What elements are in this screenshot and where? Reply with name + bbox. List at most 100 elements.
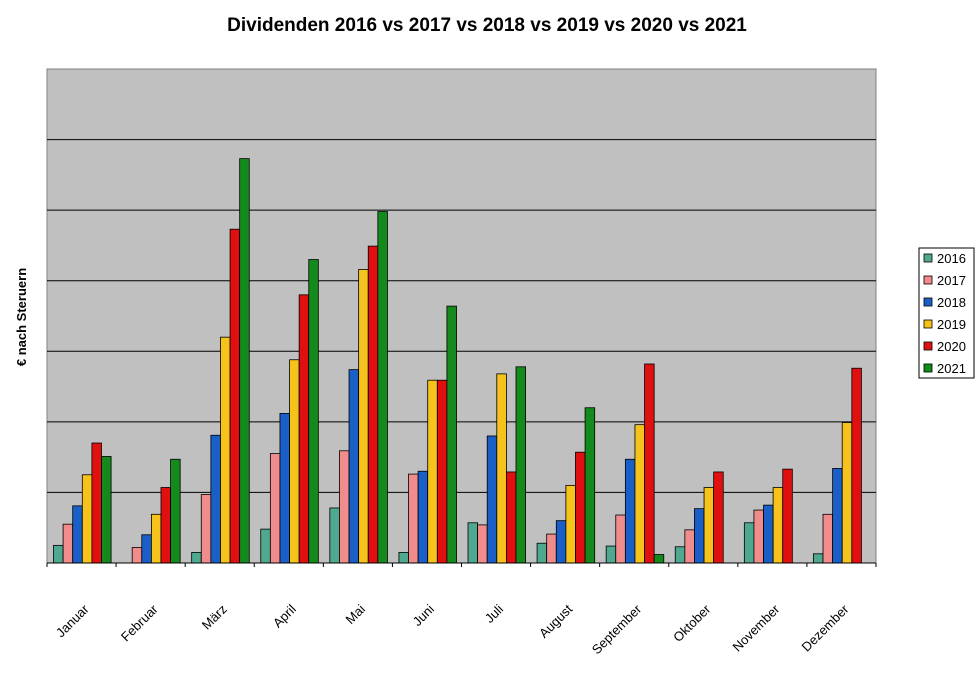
bar-Juli-2021 xyxy=(515,366,527,564)
bar-November-2020 xyxy=(782,468,793,564)
bar-Dezember-2019 xyxy=(841,422,853,564)
bar-Oktober-2017 xyxy=(684,529,695,564)
bar-Januar-2017 xyxy=(62,523,74,564)
bar-August-2020 xyxy=(575,451,586,564)
bar-März-2018 xyxy=(210,434,221,564)
bar-August-2018 xyxy=(555,520,567,564)
bar-April-2017 xyxy=(269,453,281,564)
bar-August-2016 xyxy=(536,542,548,564)
bar-Januar-2020 xyxy=(91,442,102,564)
bar-Juni-2016 xyxy=(398,552,409,564)
plot-area xyxy=(46,68,877,564)
x-tick-label: November xyxy=(729,601,782,654)
bar-März-2021 xyxy=(239,158,250,564)
bar-April-2016 xyxy=(260,528,271,564)
bar-Februar-2020 xyxy=(160,487,171,564)
legend-label-2020: 2020 xyxy=(937,339,966,354)
legend-label-2018: 2018 xyxy=(937,295,966,310)
bar-Juli-2016 xyxy=(467,522,479,564)
bar-Oktober-2016 xyxy=(674,546,686,564)
bar-September-2018 xyxy=(624,458,636,564)
x-tick-label: Mai xyxy=(343,601,368,626)
bar-Oktober-2019 xyxy=(703,487,715,564)
bar-Juli-2020 xyxy=(505,471,517,564)
bar-Februar-2019 xyxy=(150,513,162,564)
bar-Januar-2018 xyxy=(72,505,83,564)
bar-Dezember-2018 xyxy=(832,468,843,564)
bar-Juni-2019 xyxy=(427,379,438,564)
bar-September-2017 xyxy=(615,514,626,564)
bar-Januar-2021 xyxy=(101,456,112,564)
bar-Mai-2017 xyxy=(339,450,350,564)
x-tick-label: April xyxy=(270,601,299,630)
legend-swatch-2016 xyxy=(923,253,933,263)
bar-August-2019 xyxy=(565,484,576,564)
bar-Dezember-2017 xyxy=(822,513,834,564)
bar-August-2021 xyxy=(584,407,596,564)
bar-November-2017 xyxy=(753,509,764,564)
bar-März-2020 xyxy=(229,228,241,564)
bar-Februar-2021 xyxy=(170,458,181,564)
bar-September-2020 xyxy=(644,363,655,564)
bar-April-2020 xyxy=(298,294,310,564)
bar-Juni-2021 xyxy=(446,305,457,564)
x-tick-label: September xyxy=(589,601,645,657)
bar-Januar-2016 xyxy=(53,544,64,564)
bar-Mai-2021 xyxy=(377,211,388,564)
x-tick-label: Juni xyxy=(410,601,438,629)
legend-box xyxy=(918,247,975,379)
bar-November-2019 xyxy=(772,487,784,564)
x-tick-label: März xyxy=(199,602,230,633)
x-tick-label: Januar xyxy=(53,601,92,640)
legend-label-2017: 2017 xyxy=(937,273,966,288)
bar-Juli-2019 xyxy=(496,373,507,564)
bar-Mai-2018 xyxy=(348,369,360,564)
x-tick-label: August xyxy=(536,601,575,640)
gridlines xyxy=(47,139,876,493)
bar-Oktober-2020 xyxy=(713,471,724,564)
bar-Februar-2017 xyxy=(131,547,143,564)
bar-April-2021 xyxy=(308,259,319,564)
bars xyxy=(53,158,862,564)
bar-Mai-2016 xyxy=(329,507,340,564)
y-axis-label: € nach Steruern xyxy=(14,268,29,366)
bar-Dezember-2020 xyxy=(851,367,862,564)
legend-swatch-2020 xyxy=(923,341,933,351)
bar-Januar-2019 xyxy=(81,474,93,564)
bar-August-2017 xyxy=(546,533,557,564)
bar-März-2016 xyxy=(191,552,202,564)
bar-Juni-2020 xyxy=(436,379,448,564)
bar-Mai-2020 xyxy=(367,245,379,564)
legend-label-2021: 2021 xyxy=(937,361,966,376)
bar-Februar-2018 xyxy=(141,534,152,564)
x-tick-label: Februar xyxy=(118,601,161,644)
bar-Dezember-2016 xyxy=(813,553,824,564)
legend-swatch-2021 xyxy=(923,363,933,373)
x-tick-label: Dezember xyxy=(799,601,852,654)
bar-Juli-2017 xyxy=(477,524,488,564)
bar-Mai-2019 xyxy=(358,269,369,564)
bar-April-2019 xyxy=(289,359,300,564)
legend: 2016 2017 2018 2019 2020 2021 xyxy=(918,247,975,379)
bar-Juli-2018 xyxy=(486,435,498,564)
bar-April-2018 xyxy=(279,412,290,564)
chart-title: Dividenden 2016 vs 2017 vs 2018 vs 2019 … xyxy=(227,15,747,36)
bar-Oktober-2018 xyxy=(694,508,705,564)
bar-März-2017 xyxy=(200,494,212,564)
bar-September-2016 xyxy=(605,545,617,564)
legend-swatch-2019 xyxy=(923,319,933,329)
bar-März-2019 xyxy=(220,336,231,564)
legend-swatch-2018 xyxy=(923,297,933,307)
bar-September-2021 xyxy=(653,554,665,564)
bar-Juni-2017 xyxy=(408,473,419,564)
legend-label-2016: 2016 xyxy=(937,251,966,266)
bar-Juni-2018 xyxy=(417,470,429,564)
legend-label-2019: 2019 xyxy=(937,317,966,332)
x-tick-label: Juli xyxy=(482,601,506,625)
legend-swatch-2017 xyxy=(923,275,933,285)
bar-November-2018 xyxy=(763,504,774,564)
x-tick-label: Oktober xyxy=(670,601,714,645)
bar-November-2016 xyxy=(743,522,755,564)
x-axis: Januar Februar März April Mai Juni Juli August S… xyxy=(46,562,877,657)
